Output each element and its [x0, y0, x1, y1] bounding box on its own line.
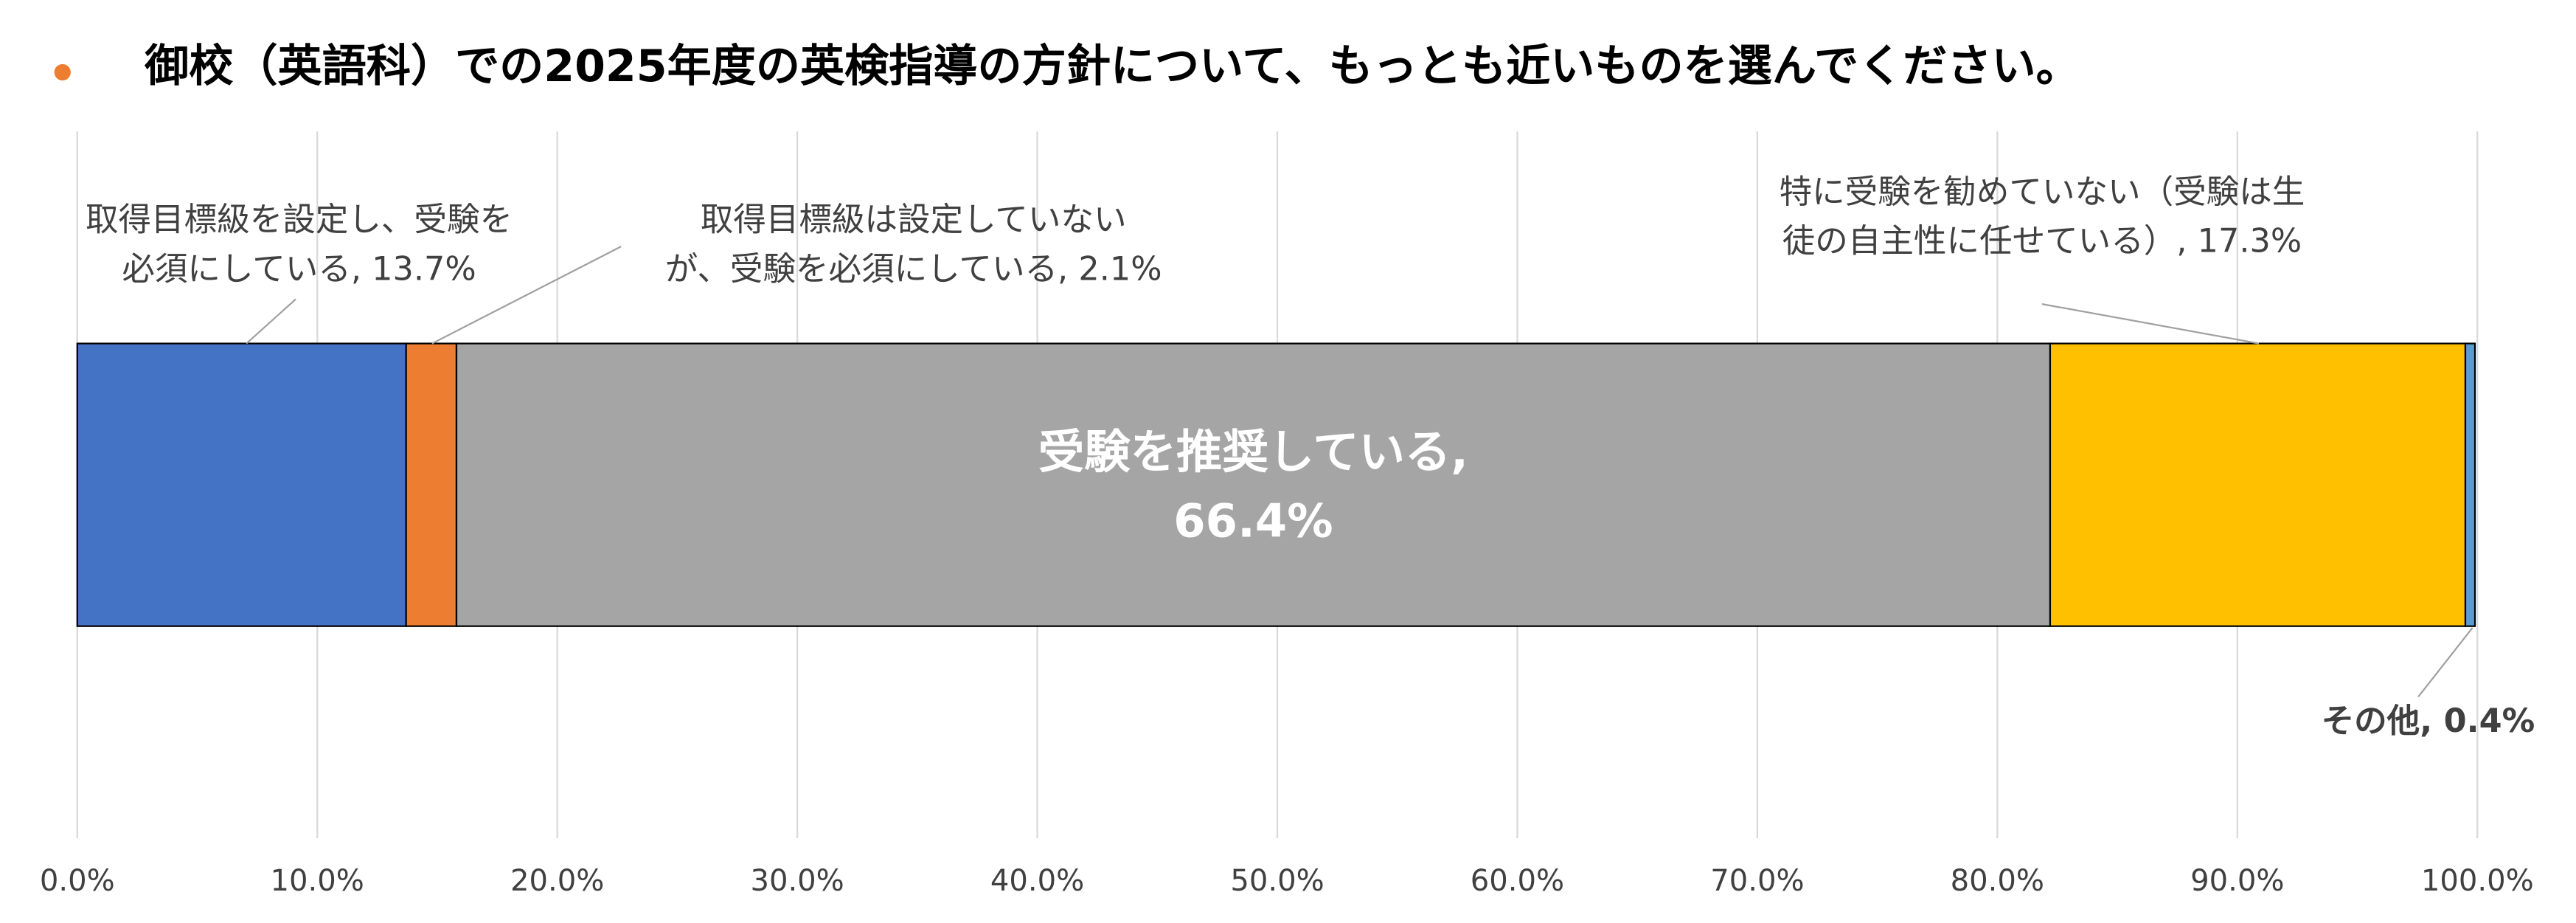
- bar-segment: [455, 342, 2052, 627]
- leader-line: [431, 246, 622, 345]
- data-labels: 取得目標級を設定し、受験を必須にしている, 13.7% 取得目標級は設定していない…: [86, 173, 2535, 740]
- x-tick-label: 100.0%: [2421, 864, 2534, 898]
- data-label: 受験を推奨している, 66.4%: [1038, 425, 1468, 548]
- x-tick-label: 40.0%: [990, 864, 1084, 898]
- title-bullet: [54, 63, 71, 81]
- leader-line: [2417, 627, 2473, 698]
- leader-line: [2041, 303, 2260, 345]
- leader-lines: [246, 246, 2473, 698]
- x-tick-label: 80.0%: [1951, 864, 2044, 898]
- x-tick-label: 30.0%: [750, 864, 844, 898]
- x-tick-label: 90.0%: [2190, 864, 2284, 898]
- bar-segment: [76, 342, 407, 627]
- data-label: 特に受験を勧めていない（受験は生徒の自主性に任せている）, 17.3%: [1780, 173, 2305, 260]
- chart-title: 御校（英語科）での2025年度の英検指導の方針について、もっとも近いものを選んで…: [144, 41, 2080, 92]
- data-label: 取得目標級は設定していないが、受験を必須にしている, 2.1%: [665, 201, 1162, 288]
- x-tick-label: 50.0%: [1230, 864, 1324, 898]
- data-label: その他, 0.4%: [2322, 702, 2535, 740]
- leader-line: [246, 298, 296, 345]
- bar-segment: [2464, 342, 2476, 627]
- x-tick-label: 70.0%: [1710, 864, 1804, 898]
- bars: [76, 342, 2476, 627]
- x-tick-label: 0.0%: [40, 864, 115, 898]
- data-label: 取得目標級を設定し、受験を必須にしている, 13.7%: [86, 201, 513, 288]
- x-tick-label: 20.0%: [510, 864, 604, 898]
- bar-segment: [405, 342, 458, 627]
- bar-segment: [2049, 342, 2467, 627]
- x-tick-label: 10.0%: [271, 864, 364, 898]
- x-tick-label: 60.0%: [1471, 864, 1564, 898]
